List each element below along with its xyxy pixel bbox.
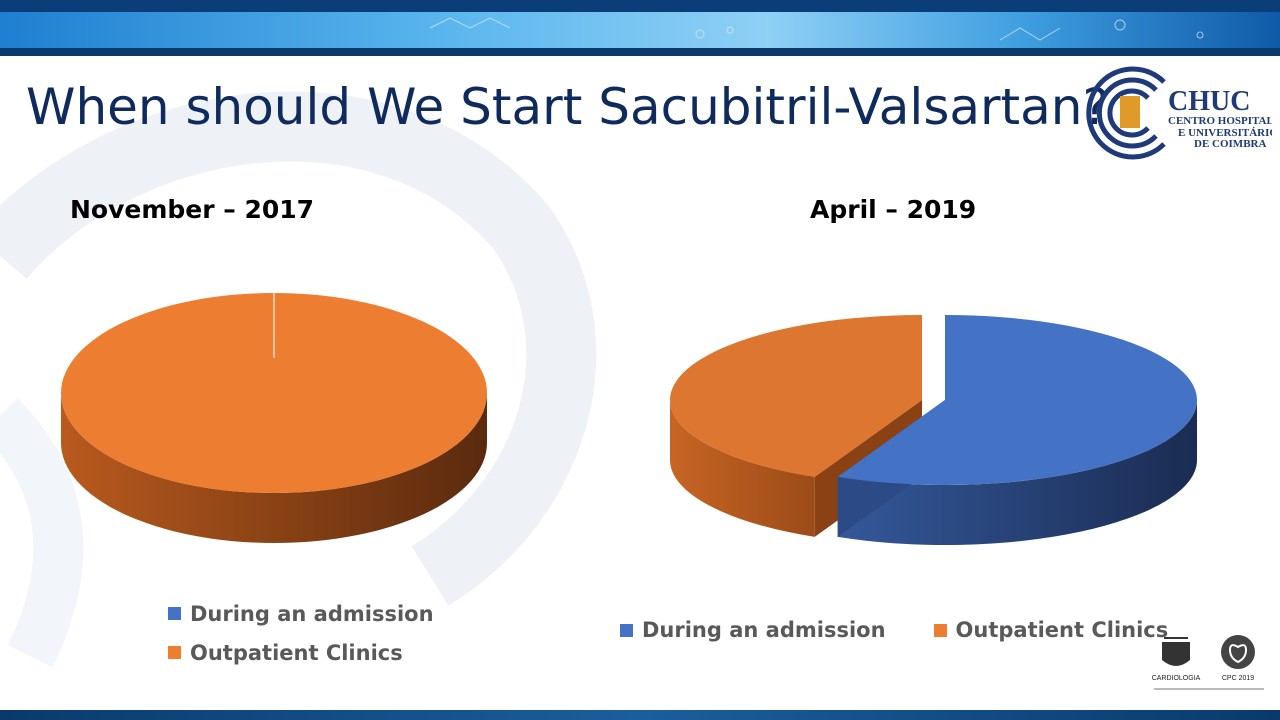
legend-label: During an admission: [190, 601, 434, 626]
legend-item-during-admission: During an admission: [620, 618, 886, 642]
legend-swatch-blue: [168, 607, 181, 620]
legend-label: Outpatient Clinics: [955, 618, 1169, 642]
slide-title: When should We Start Sacubitril-Valsarta…: [26, 78, 1110, 136]
spc-label: CARDIOLOGIA: [1152, 675, 1201, 682]
pie-chart-april-2019: [669, 315, 1197, 545]
chuc-logo: CHUC CENTRO HOSPITALAR E UNIVERSITÁRIO D…: [1086, 66, 1272, 160]
logo-name: CHUC: [1168, 86, 1250, 117]
spc-logo: [1162, 637, 1190, 666]
legend-item-outpatient: Outpatient Clinics: [933, 618, 1169, 642]
pie1-slice-outpatient: [61, 293, 487, 493]
pie2-slice-side-outpatient: [670, 400, 815, 537]
legend-label: Outpatient Clinics: [190, 640, 403, 665]
legend-swatch-orange: [168, 646, 181, 659]
logo-line1: CENTRO HOSPITALAR: [1168, 115, 1272, 127]
bottom-banner: [0, 710, 1280, 720]
pie1-slice-side-outpatient: [61, 393, 487, 543]
cpc-label: CPC 2019: [1222, 675, 1254, 682]
legend-item-during-admission: During an admission: [168, 594, 434, 633]
pie2-slice-outpatient: [669, 315, 922, 477]
legend-item-outpatient: Outpatient Clinics: [168, 633, 434, 672]
society-logos: CARDIOLOGIA CPC 2019: [1152, 635, 1264, 690]
cpc-logo: [1221, 635, 1255, 669]
chart2-legend: During an admission Outpatient Clinics: [620, 618, 1216, 642]
logo-line3: DE COIMBRA: [1194, 138, 1266, 150]
logo-line2: E UNIVERSITÁRIO: [1178, 127, 1272, 139]
legend-swatch-orange: [933, 623, 947, 637]
pie2-slice-during-admission: [837, 315, 1197, 485]
background-arc: [0, 91, 597, 668]
legend-label: During an admission: [642, 618, 886, 642]
chart1-legend: During an admission Outpatient Clinics: [168, 594, 434, 672]
chart1-title: November – 2017: [70, 195, 315, 224]
pie-chart-november-2017: [61, 293, 487, 543]
top-banner: [0, 0, 1280, 56]
legend-swatch-blue: [620, 623, 633, 637]
chart2-title: April – 2019: [810, 195, 977, 224]
pie2-slice-side-during-admission: [837, 400, 1197, 545]
